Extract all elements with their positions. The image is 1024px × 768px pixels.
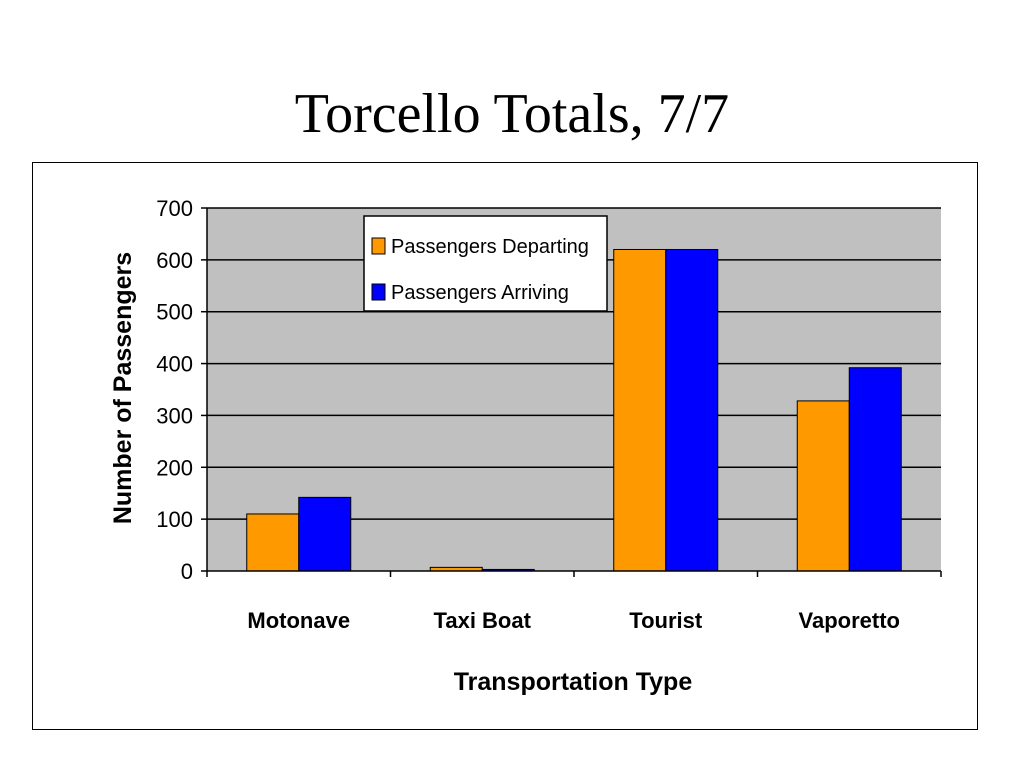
y-tick-label: 0 [181,559,193,584]
bar-departing [796,400,850,572]
legend-box [363,215,608,312]
legend: Passengers Departing Passengers Arriving [363,215,608,312]
y-tick-label: 600 [156,248,193,273]
chart-title: Torcello Totals, 7/7 [294,83,730,145]
y-tick-label: 700 [156,196,193,221]
x-tick-label: Motonave [247,608,350,633]
bar-departing [246,513,300,572]
bar-chart: 0 100 200 300 400 500 600 700 Motonave Taxi Boat… [109,196,942,696]
y-tick-label: 100 [156,507,193,532]
y-tick-label: 300 [156,403,193,428]
x-tick-label: Tourist [629,608,703,633]
x-tick-label: Taxi Boat [434,608,532,633]
y-axis-title: Number of Passengers [109,252,137,524]
x-axis-title: Transportation Type [454,668,693,696]
bar-arriving [665,248,719,572]
y-tick-label: 400 [156,352,193,377]
bar-departing [613,248,667,572]
y-tick-label: 200 [156,455,193,480]
x-tick-label: Vaporetto [799,608,900,633]
bar-arriving [848,367,902,572]
legend-label: Passengers Arriving [391,282,569,304]
chart-frame: 0 100 200 300 400 500 600 700 Motonave Taxi Boat… [32,162,978,730]
y-tick-label: 500 [156,300,193,325]
legend-swatch [371,237,386,255]
legend-label: Passengers Departing [391,236,589,258]
legend-swatch [371,283,386,301]
bar-arriving [298,496,352,572]
